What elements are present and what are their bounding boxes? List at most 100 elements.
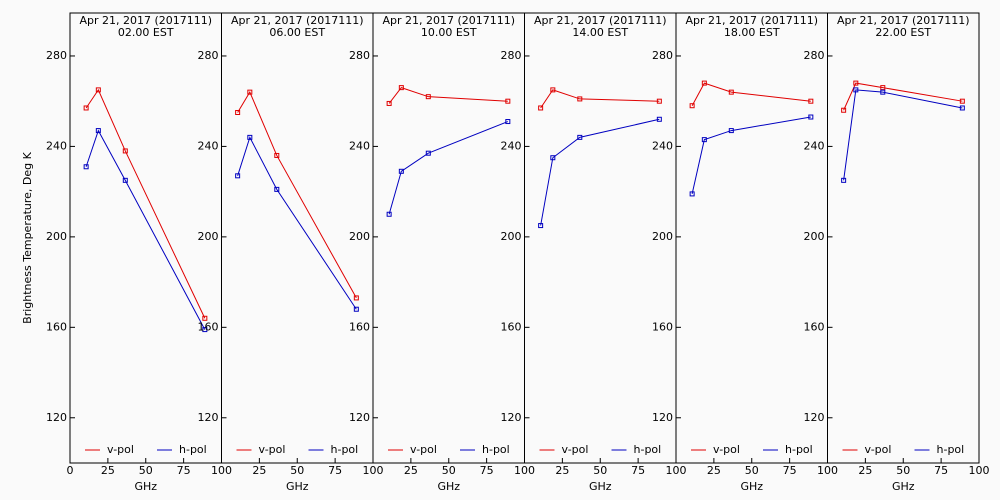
legend-label: v-pol [259,443,286,456]
y-tick-label: 120 [349,411,370,424]
legend-label: v-pol [865,443,892,456]
x-tick-label: 25 [252,464,266,477]
data-point [841,177,847,183]
panel-subtitle: 18.00 EST [724,26,780,39]
data-point [202,315,208,321]
y-tick-label: 160 [46,320,67,333]
data-point [538,105,544,111]
legend-label: v-pol [410,443,437,456]
panel-title: Apr 21, 2017 (2017111) [685,14,818,27]
data-point [550,87,556,93]
data-point [880,89,886,95]
data-point [728,128,734,134]
data-point [959,98,965,104]
panel-subtitle: 10.00 EST [421,26,477,39]
data-point [689,103,695,109]
y-tick-label: 240 [804,139,825,152]
x-tick-label: 100 [969,464,990,477]
series-line [843,89,963,181]
y-tick-label: 280 [652,49,673,62]
y-tick-label: 280 [46,49,67,62]
data-point [398,85,404,91]
y-tick-label: 120 [804,411,825,424]
data-point [398,168,404,174]
legend-label: v-pol [562,443,589,456]
x-tick-label: 75 [934,464,948,477]
panel-title: Apr 21, 2017 (2017111) [837,14,970,27]
data-point [577,96,583,102]
data-point [425,150,431,156]
data-point [538,223,544,229]
legend-label: h-pol [937,443,965,456]
data-point [853,87,859,93]
panel-title: Apr 21, 2017 (2017111) [231,14,364,27]
x-tick-label: 50 [139,464,153,477]
x-tick-label: 100 [514,464,535,477]
data-point [577,134,583,140]
series-line [691,82,811,106]
x-tick-label: 75 [328,464,342,477]
data-point [386,100,392,106]
y-tick-label: 160 [198,320,219,333]
x-axis-label: GHz [286,480,309,493]
x-tick-label: 50 [896,464,910,477]
data-point [353,306,359,312]
plot-frame [827,12,980,464]
y-tick-label: 160 [652,320,673,333]
y-tick-label: 200 [198,230,219,243]
x-tick-label: 25 [101,464,115,477]
data-point [95,128,101,134]
data-point [959,105,965,111]
data-point [656,116,662,122]
y-axis-label: Brightness Temperature, Deg K [21,151,34,323]
legend-label: h-pol [179,443,207,456]
x-tick-label: 50 [593,464,607,477]
data-point [880,85,886,91]
data-point [841,107,847,113]
y-tick-label: 240 [46,139,67,152]
data-point [247,134,253,140]
panel-title: Apr 21, 2017 (2017111) [79,14,212,27]
series-line [540,89,660,109]
y-tick-label: 160 [349,320,370,333]
y-tick-label: 240 [652,139,673,152]
legend-label: v-pol [713,443,740,456]
y-tick-label: 280 [349,49,370,62]
legend-label: h-pol [634,443,662,456]
data-point [689,191,695,197]
y-tick-label: 280 [501,49,522,62]
data-point [656,98,662,104]
data-point [425,94,431,100]
y-tick-label: 280 [198,49,219,62]
x-tick-label: 25 [404,464,418,477]
data-point [202,327,208,333]
data-point [701,137,707,143]
x-tick-label: 25 [555,464,569,477]
data-point [701,80,707,86]
series-line [237,91,357,299]
y-tick-label: 120 [501,411,522,424]
y-tick-label: 120 [652,411,673,424]
data-point [247,89,253,95]
y-tick-label: 200 [804,230,825,243]
data-point [386,211,392,217]
legend-label: h-pol [331,443,359,456]
x-tick-label: 50 [745,464,759,477]
y-tick-label: 200 [652,230,673,243]
panel-subtitle: 02.00 EST [118,26,174,39]
data-point [550,155,556,161]
series-line [540,118,660,226]
series-line [388,87,508,104]
y-tick-label: 280 [804,49,825,62]
y-tick-label: 120 [46,411,67,424]
series-line [691,116,811,195]
x-axis-label: GHz [892,480,915,493]
x-tick-label: 75 [480,464,494,477]
data-point [274,152,280,158]
x-tick-label: 100 [817,464,838,477]
data-point [122,148,128,154]
y-tick-label: 200 [501,230,522,243]
data-point [505,98,511,104]
data-point [235,109,241,115]
